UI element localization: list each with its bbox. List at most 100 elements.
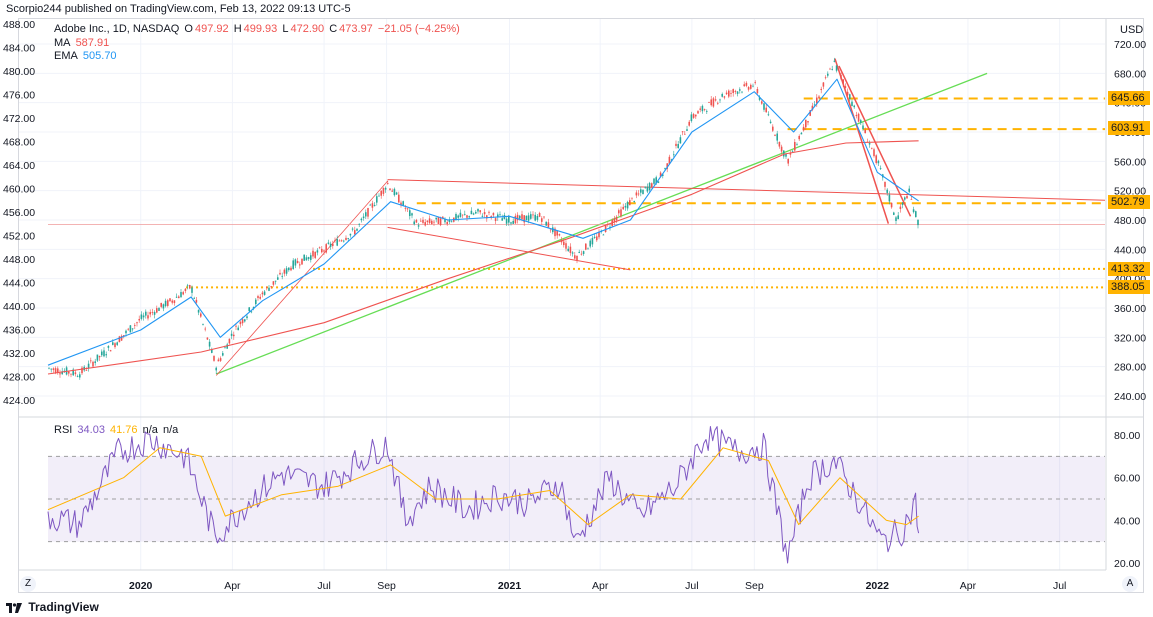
candle-body xyxy=(336,239,338,246)
candle-body xyxy=(217,359,220,362)
tradingview-logo[interactable]: TradingView xyxy=(6,600,99,614)
candle-body xyxy=(886,189,888,193)
candle-body xyxy=(780,146,783,152)
candle-body xyxy=(532,214,534,216)
auto-axis-button[interactable]: A xyxy=(1122,576,1138,592)
rsi-legend: RSI 34.03 41.76 n/a n/a xyxy=(54,424,180,436)
candle-body xyxy=(530,214,532,219)
low-value: 472.90 xyxy=(290,23,325,35)
candle-body xyxy=(417,225,420,227)
candle-body xyxy=(151,312,154,313)
candle-body xyxy=(193,297,195,299)
candle-body xyxy=(651,183,653,188)
auto-scale-button[interactable]: Z xyxy=(20,576,36,592)
candle-body xyxy=(884,181,886,187)
y-right-tick-label: 280.00 xyxy=(1114,362,1146,374)
candle-body xyxy=(153,311,156,315)
candle-body xyxy=(829,68,831,70)
candle-body xyxy=(156,308,158,313)
x-tick-label: 2020 xyxy=(129,580,153,592)
y-right-tick-label: 240.00 xyxy=(1114,391,1146,403)
candle-body xyxy=(644,186,646,188)
candle-body xyxy=(893,212,895,215)
candle-body xyxy=(415,219,418,223)
candle-body xyxy=(384,187,387,190)
candle-body xyxy=(772,126,774,131)
candle-body xyxy=(908,188,910,192)
candle-body xyxy=(367,208,369,217)
rsi-tick-label: 60.00 xyxy=(1114,473,1140,485)
candle-body xyxy=(875,155,877,163)
candle-body xyxy=(739,89,741,91)
candle-body xyxy=(785,153,787,157)
candle-body xyxy=(400,202,402,206)
candle-body xyxy=(195,299,198,303)
symbol-title: Adobe Inc., 1D, NASDAQ xyxy=(54,23,180,35)
candle-body xyxy=(404,207,407,209)
candle-body xyxy=(85,369,88,371)
candle-body xyxy=(237,327,239,331)
candle-body xyxy=(362,216,365,219)
candle-body xyxy=(226,344,228,349)
candle-body xyxy=(257,296,259,298)
candle-body xyxy=(182,292,184,295)
candle-body xyxy=(483,212,486,215)
candle-body xyxy=(488,211,490,213)
candle-body xyxy=(206,337,209,340)
candle-body xyxy=(431,220,433,225)
candle-body xyxy=(246,316,248,319)
candle-body xyxy=(505,218,508,224)
candle-body xyxy=(824,77,827,79)
candle-body xyxy=(244,319,246,322)
candle-body xyxy=(340,240,343,242)
candle-body xyxy=(402,201,404,206)
candle-body xyxy=(470,210,473,215)
candle-body xyxy=(409,210,411,216)
candle-body xyxy=(604,225,607,233)
candle-body xyxy=(389,188,391,190)
candle-body xyxy=(769,121,772,124)
candle-body xyxy=(268,287,270,291)
candle-body xyxy=(714,99,717,101)
candle-body xyxy=(802,126,805,131)
candle-body xyxy=(310,255,312,260)
y-right-tick-label: 560.00 xyxy=(1114,156,1146,168)
chart-frame xyxy=(18,18,1144,593)
candle-body xyxy=(118,336,121,343)
candle-body xyxy=(721,93,723,97)
candle-body xyxy=(541,218,543,222)
candle-body xyxy=(613,218,616,222)
candle-body xyxy=(809,110,811,116)
candle-body xyxy=(428,218,431,224)
candle-body xyxy=(514,215,517,224)
candle-body xyxy=(272,281,275,285)
y-left-tick-label: 444.00 xyxy=(3,278,35,290)
candle-body xyxy=(455,214,457,221)
candle-body xyxy=(750,84,752,89)
candle-body xyxy=(534,214,536,221)
candle-body xyxy=(791,151,794,153)
candle-body xyxy=(48,367,50,369)
candle-body xyxy=(538,213,541,217)
candle-body xyxy=(664,168,666,169)
candle-body xyxy=(464,213,466,215)
candle-body xyxy=(838,69,840,71)
candle-body xyxy=(741,91,743,93)
candle-body xyxy=(576,255,578,261)
candle-body xyxy=(626,202,629,209)
candle-body xyxy=(807,121,809,123)
candle-body xyxy=(710,99,712,106)
candle-body xyxy=(259,296,261,299)
candle-body xyxy=(501,218,503,221)
candle-body xyxy=(527,215,530,221)
candle-body xyxy=(444,219,446,223)
candle-body xyxy=(822,82,825,87)
candle-body xyxy=(655,177,657,184)
candle-body xyxy=(299,264,301,266)
candle-body xyxy=(717,102,719,104)
y-left-tick-label: 484.00 xyxy=(3,43,35,55)
candle-body xyxy=(398,194,400,203)
candle-body xyxy=(61,371,63,375)
candle-body xyxy=(131,328,134,330)
